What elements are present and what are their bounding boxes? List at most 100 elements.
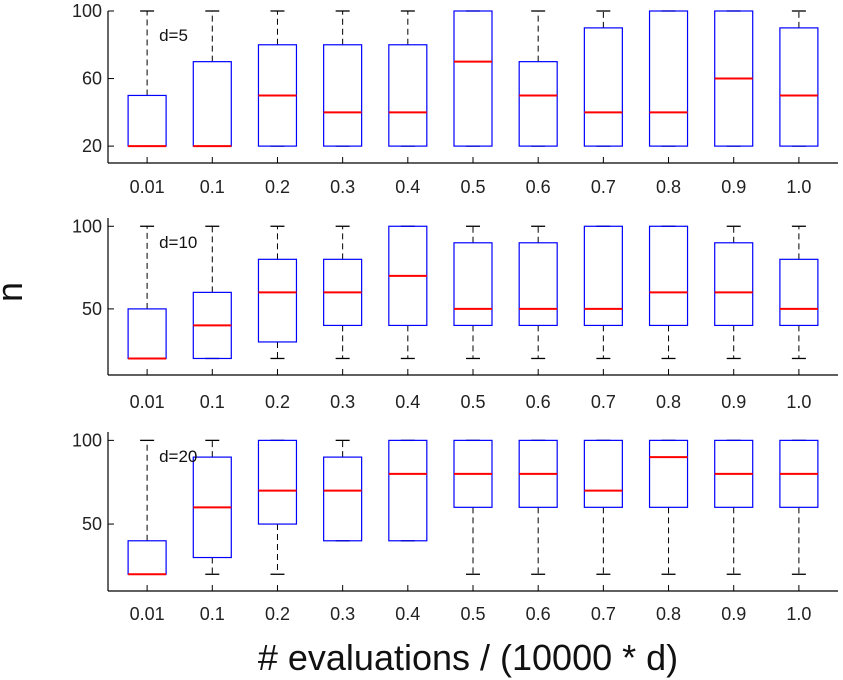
x-tick-label: 0.1 xyxy=(200,392,225,412)
iqr-box xyxy=(453,10,493,147)
iqr-box xyxy=(648,439,689,508)
y-tick-label: 50 xyxy=(82,299,102,319)
box-0.7 xyxy=(583,10,623,147)
x-tick-label: 0.3 xyxy=(330,392,355,412)
x-tick-label: 0.9 xyxy=(721,604,746,624)
panels-group: 20 60 100 0.01 0.1 0.2 0.3 0.4 0.5 0.6 0.7 0.8 0.9 1.… xyxy=(72,1,838,624)
box-1.0 xyxy=(779,10,819,147)
box-0.9 xyxy=(714,10,754,147)
box-0.6 xyxy=(518,225,558,360)
iqr-box xyxy=(388,439,428,542)
panel-d=10: 50 100 0.01 0.1 0.2 0.3 0.4 0.5 0.6 0.7 0.8 0.9 1.0 d… xyxy=(72,216,838,412)
y-tick-label: 20 xyxy=(82,136,102,156)
panel-d=5: 20 60 100 0.01 0.1 0.2 0.3 0.4 0.5 0.6 0.7 0.8 0.9 1.… xyxy=(72,1,838,197)
box-0.7 xyxy=(583,225,623,360)
x-tick-label: 0.5 xyxy=(460,177,485,197)
x-tick-label: 0.7 xyxy=(591,177,616,197)
box-0.01 xyxy=(127,439,167,576)
x-tick-label: 0.2 xyxy=(265,604,290,624)
box-0.2 xyxy=(257,10,298,147)
iqr-box xyxy=(127,94,167,147)
panel-label: d=20 xyxy=(159,447,197,466)
x-tick-label: 0.4 xyxy=(395,177,420,197)
box-0.5 xyxy=(453,10,493,147)
box-0.2 xyxy=(257,225,298,360)
box-1.0 xyxy=(779,225,819,360)
box-0.3 xyxy=(323,439,363,542)
x-tick-label: 0.01 xyxy=(130,392,165,412)
y-tick-label: 50 xyxy=(82,514,102,534)
x-tick-label: 0.3 xyxy=(330,177,355,197)
box-0.6 xyxy=(518,439,558,575)
iqr-box xyxy=(779,27,819,147)
panel-label: d=10 xyxy=(159,233,197,252)
x-tick-label: 0.2 xyxy=(265,392,290,412)
iqr-box xyxy=(323,456,363,542)
box-0.4 xyxy=(388,225,428,360)
box-0.4 xyxy=(388,10,428,147)
box-0.9 xyxy=(714,439,754,575)
x-tick-label: 0.6 xyxy=(526,177,551,197)
x-tick-label: 0.7 xyxy=(591,604,616,624)
panel-label: d=5 xyxy=(159,26,188,45)
x-tick-label: 0.01 xyxy=(130,604,165,624)
x-tick-label: 1.0 xyxy=(786,604,811,624)
box-1.0 xyxy=(779,439,819,575)
box-0.3 xyxy=(323,10,363,147)
x-tick-label: 0.4 xyxy=(395,392,420,412)
box-0.3 xyxy=(323,225,363,360)
iqr-box xyxy=(583,27,623,147)
iqr-box xyxy=(648,225,689,327)
x-tick-label: 0.9 xyxy=(721,177,746,197)
iqr-box xyxy=(323,44,363,147)
x-axis-title: # evaluations / (10000 * d) xyxy=(258,637,678,678)
x-tick-label: 0.3 xyxy=(330,604,355,624)
iqr-box xyxy=(453,242,493,327)
iqr-box xyxy=(192,61,232,147)
x-tick-label: 1.0 xyxy=(786,392,811,412)
x-tick-label: 0.5 xyxy=(460,604,485,624)
box-0.8 xyxy=(648,225,689,360)
box-0.4 xyxy=(388,439,428,542)
iqr-box xyxy=(779,258,819,327)
iqr-box xyxy=(257,258,298,343)
x-tick-label: 0.5 xyxy=(460,392,485,412)
x-tick-label: 0.1 xyxy=(200,177,225,197)
x-tick-label: 0.8 xyxy=(656,604,681,624)
box-0.01 xyxy=(127,10,167,148)
iqr-box xyxy=(127,308,167,360)
x-tick-label: 0.8 xyxy=(656,392,681,412)
panel-d=20: 50 100 0.01 0.1 0.2 0.3 0.4 0.5 0.6 0.7 0.8 0.9 1.0 d… xyxy=(72,430,838,624)
box-0.6 xyxy=(518,10,558,147)
x-tick-label: 1.0 xyxy=(786,177,811,197)
box-0.7 xyxy=(583,439,623,575)
y-tick-label: 60 xyxy=(82,69,102,89)
x-tick-label: 0.9 xyxy=(721,392,746,412)
x-tick-label: 0.4 xyxy=(395,604,420,624)
x-tick-label: 0.01 xyxy=(130,177,165,197)
iqr-box xyxy=(127,540,167,575)
y-tick-label: 100 xyxy=(72,1,102,21)
iqr-box xyxy=(648,10,689,147)
iqr-box xyxy=(388,44,428,147)
box-0.9 xyxy=(714,225,754,360)
iqr-box xyxy=(518,61,558,147)
y-axis-title: n xyxy=(0,282,30,302)
box-0.1 xyxy=(192,10,232,148)
iqr-box xyxy=(714,242,754,327)
box-0.01 xyxy=(127,225,167,360)
iqr-box xyxy=(518,242,558,327)
iqr-box xyxy=(583,225,623,327)
box-0.5 xyxy=(453,225,493,360)
x-tick-label: 0.1 xyxy=(200,604,225,624)
x-tick-label: 0.6 xyxy=(526,392,551,412)
iqr-box xyxy=(257,439,298,525)
x-tick-label: 0.8 xyxy=(656,177,681,197)
x-tick-label: 0.6 xyxy=(526,604,551,624)
y-tick-label: 100 xyxy=(72,430,102,450)
box-0.1 xyxy=(192,225,232,360)
x-tick-label: 0.2 xyxy=(265,177,290,197)
box-0.1 xyxy=(192,439,232,575)
box-0.8 xyxy=(648,10,689,147)
